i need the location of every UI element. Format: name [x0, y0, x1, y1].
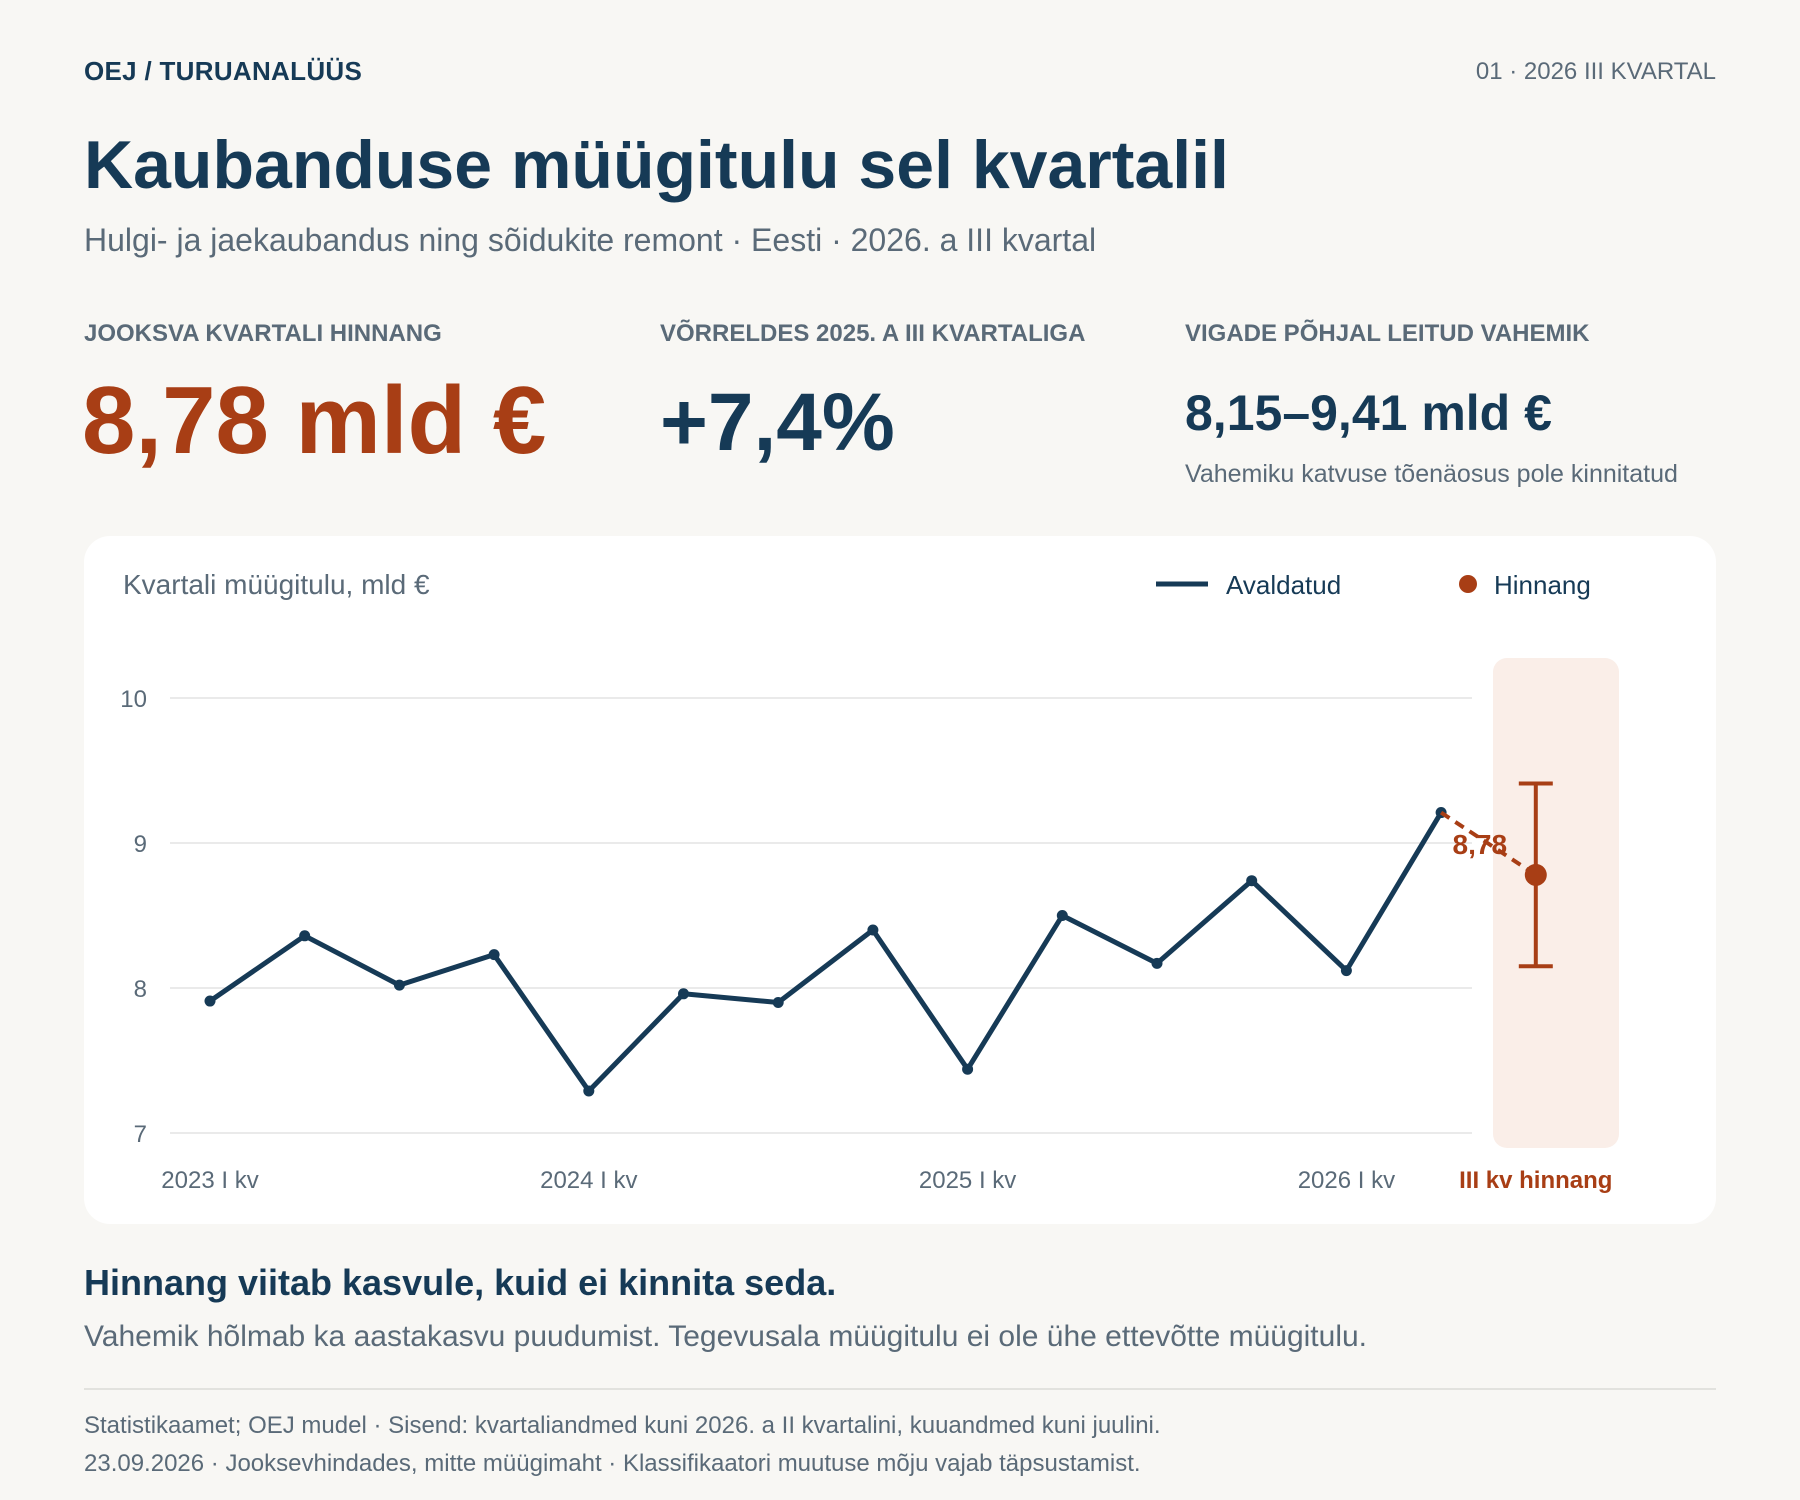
- kpi-yoy-value: +7,4%: [660, 377, 895, 468]
- x-tick-label: 2023 I kv: [161, 1167, 258, 1194]
- takeaway-body: Vahemik hõlmab ka aastakasvu puudumist. …: [84, 1320, 1367, 1353]
- published-point: [393, 979, 405, 991]
- estimate-connector: [1440, 810, 1537, 877]
- y-tick-label: 8: [134, 976, 147, 1003]
- published-point: [1340, 965, 1352, 977]
- published-point: [488, 949, 500, 961]
- line-chart: Kvartali müügitulu, mld € Avaldatud Hinn…: [120, 569, 1619, 1194]
- x-tick-label-estimate: III kv hinnang: [1459, 1167, 1612, 1194]
- takeaway-heading: Hinnang viitab kasvule, kuid ei kinnita …: [84, 1262, 837, 1303]
- legend: Avaldatud Hinnang: [1156, 570, 1591, 600]
- published-point: [299, 930, 311, 942]
- y-tick-label: 9: [134, 831, 147, 858]
- estimate-point: [1524, 863, 1547, 886]
- published-point: [772, 997, 784, 1008]
- kpi-range-note: Vahemiku katvuse tõenäosus pole kinnitat…: [1185, 460, 1678, 488]
- page-title: Kaubanduse müügitulu sel kvartalil: [84, 127, 1229, 203]
- page-subtitle: Hulgi- ja jaekaubandus ning sõidukite re…: [84, 222, 1097, 258]
- published-point: [204, 995, 216, 1007]
- legend-estimate-swatch: [1459, 575, 1477, 593]
- published-point: [1246, 875, 1258, 887]
- published-line: [207, 810, 1444, 1094]
- kpi-estimate-label: JOOKSVA KVARTALI HINNANG: [84, 320, 442, 347]
- legend-published-label: Avaldatud: [1226, 570, 1341, 600]
- brand-label: OEJ / TURUANALÜÜS: [84, 56, 363, 86]
- issue-label: 01 · 2026 III KVARTAL: [1475, 58, 1716, 85]
- estimate-data-label: 8,78: [1453, 829, 1508, 860]
- y-grid: 7 8 9 10: [120, 686, 1472, 1148]
- published-point: [583, 1085, 595, 1097]
- x-tick-label: 2024 I kv: [540, 1167, 637, 1194]
- chart-card: Kvartali müügitulu, mld € Avaldatud Hinn…: [84, 536, 1716, 1224]
- published-point: [1151, 957, 1163, 969]
- series-published: [204, 807, 1447, 1097]
- estimate-band: [1493, 658, 1619, 1148]
- x-axis: 2023 I kv 2024 I kv 2025 I kv 2026 I kv III …: [161, 1167, 1612, 1194]
- chart-title: Kvartali müügitulu, mld €: [123, 569, 430, 600]
- y-tick-label: 7: [134, 1121, 147, 1148]
- x-tick-label: 2025 I kv: [919, 1167, 1016, 1194]
- published-point: [1056, 910, 1068, 921]
- kpi-range-value: 8,15–9,41 mld €: [1185, 385, 1552, 441]
- kpi-range-label: VIGADE PÕHJAL LEITUD VAHEMIK: [1185, 320, 1590, 347]
- published-point: [678, 988, 689, 1000]
- footer-divider: [84, 1388, 1716, 1390]
- footer-source: Statistikaamet; OEJ mudel · Sisend: kvar…: [84, 1412, 1161, 1439]
- legend-estimate-label: Hinnang: [1494, 570, 1591, 600]
- kpi-yoy-label: VÕRRELDES 2025. A III KVARTALIGA: [660, 320, 1086, 347]
- published-point: [867, 924, 879, 936]
- series-estimate: 8,78: [1440, 781, 1553, 969]
- kpi-estimate-value: 8,78 mld €: [82, 367, 547, 474]
- footer-notes: 23.09.2026 · Jooksevhindades, mitte müüg…: [84, 1450, 1141, 1477]
- y-tick-label: 10: [120, 686, 147, 713]
- published-point: [962, 1063, 974, 1075]
- x-tick-label: 2026 I kv: [1298, 1167, 1395, 1194]
